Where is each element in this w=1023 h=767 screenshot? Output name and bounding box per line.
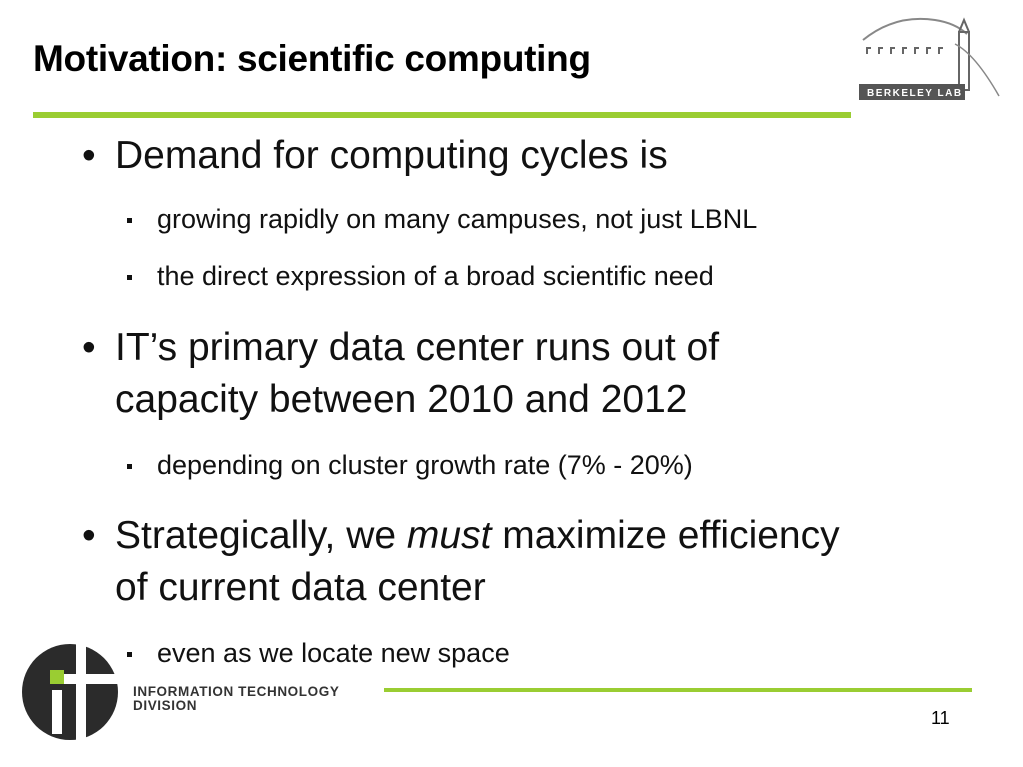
title-divider	[33, 112, 851, 118]
slide-number: 11	[931, 708, 950, 728]
berkeley-lab-text: BERKELEY LAB	[867, 88, 963, 99]
sub-bullet-3-1-text: even as we locate new space	[157, 638, 510, 668]
it-division-text: INFORMATION TECHNOLOGY DIVISION	[133, 685, 339, 713]
it-division-line-2: DIVISION	[133, 698, 198, 713]
bullet-3-pre: Strategically, we	[115, 514, 407, 557]
bullet-3-post: maximize efficiency	[491, 514, 840, 557]
bullet-2-line-2: capacity between 2010 and 2012	[115, 378, 688, 421]
bullet-dot-icon: •	[82, 514, 96, 557]
bullet-2-text: IT’s primary data center runs out of capa…	[115, 322, 975, 426]
square-bullet-icon	[127, 218, 132, 223]
bullet-3-text: Strategically, we must maximize efficien…	[115, 510, 975, 614]
sub-bullet-1-1-text: growing rapidly on many campuses, not ju…	[157, 204, 758, 234]
bullet-dot-icon: •	[82, 326, 96, 369]
slide-title: Motivation: scientific computing	[33, 38, 591, 79]
it-division-line-1: INFORMATION TECHNOLOGY	[133, 684, 340, 699]
bullet-3-line-2: of current data center	[115, 566, 486, 609]
sub-bullet-1-2-text: the direct expression of a broad scienti…	[157, 261, 714, 291]
bullet-dot-icon: •	[82, 134, 96, 177]
square-bullet-icon	[127, 652, 132, 657]
square-bullet-icon	[127, 464, 132, 469]
it-division-logo-icon	[22, 644, 118, 740]
square-bullet-icon	[127, 275, 132, 280]
bullet-1-text: Demand for computing cycles is	[115, 134, 668, 177]
bullet-2-line-1: IT’s primary data center runs out of	[115, 326, 720, 369]
footer-divider	[384, 688, 972, 692]
berkeley-lab-logo-icon: BERKELEY LAB	[859, 17, 1000, 100]
sub-bullet-2-1-text: depending on cluster growth rate (7% - 2…	[157, 450, 693, 480]
bullet-3-emphasis: must	[406, 514, 492, 557]
